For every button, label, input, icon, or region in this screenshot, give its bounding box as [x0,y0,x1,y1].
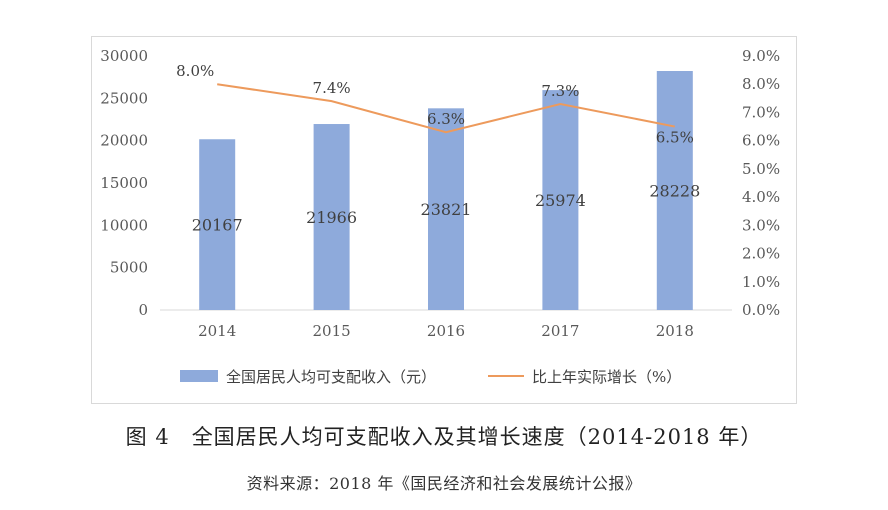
y-right-tick-label: 8.0% [742,75,780,93]
bar-value-label: 21966 [306,208,357,227]
bar-2017 [542,90,579,311]
figure-number: 图 4 [125,425,170,449]
y-right-tick-label: 1.0% [742,273,780,291]
legend-swatch-income [180,370,218,382]
growth-value-label: 7.3% [541,82,579,100]
bar-value-label: 28228 [649,182,700,201]
growth-value-label: 7.4% [313,79,351,97]
bar-2015 [313,124,350,310]
x-tick-label: 2015 [313,322,351,340]
y-right-tick-label: 9.0% [742,47,780,65]
legend-label-income: 全国居民人均可支配收入（元） [226,368,436,386]
y-left-tick-label: 0 [138,301,148,319]
bar-2016 [428,108,464,310]
bar-value-label: 25974 [535,191,586,210]
legend-label-growth: 比上年实际增长（%） [532,368,681,386]
y-right-tick-label: 3.0% [742,216,780,234]
figure-title: 全国居民人均可支配收入及其增长速度（2014-2018 年） [191,425,763,449]
y-left-tick-label: 25000 [100,89,148,107]
y-left-tick-label: 30000 [100,47,148,65]
x-tick-label: 2014 [198,322,236,340]
growth-line [217,83,675,134]
bar-value-label: 23821 [421,200,472,219]
y-right-tick-label: 0.0% [742,301,780,319]
x-tick-label: 2018 [656,322,694,340]
bar-2014 [199,139,236,310]
x-tick-label: 2017 [541,322,579,340]
y-left-tick-label: 15000 [100,174,148,192]
bar-2018 [656,71,693,310]
y-right-tick-label: 2.0% [742,245,780,263]
growth-value-label: 6.5% [656,129,694,147]
y-right-tick-label: 6.0% [742,132,780,150]
x-tick-label: 2016 [427,322,465,340]
bar-value-label: 20167 [192,216,243,235]
y-right-tick-label: 5.0% [742,160,780,178]
y-left-tick-label: 10000 [100,216,148,234]
figure-caption: 图 4 全国居民人均可支配收入及其增长速度（2014-2018 年） [0,421,888,451]
y-left-tick-label: 5000 [110,259,148,277]
y-right-tick-label: 4.0% [742,188,780,206]
growth-value-label: 6.3% [427,110,465,128]
growth-value-label: 8.0% [176,62,214,80]
source-caption: 资料来源：2018 年《国民经济和社会发展统计公报》 [246,474,642,493]
y-right-tick-label: 7.0% [742,103,780,121]
y-left-tick-label: 20000 [100,132,148,150]
chart-frame [91,36,797,404]
